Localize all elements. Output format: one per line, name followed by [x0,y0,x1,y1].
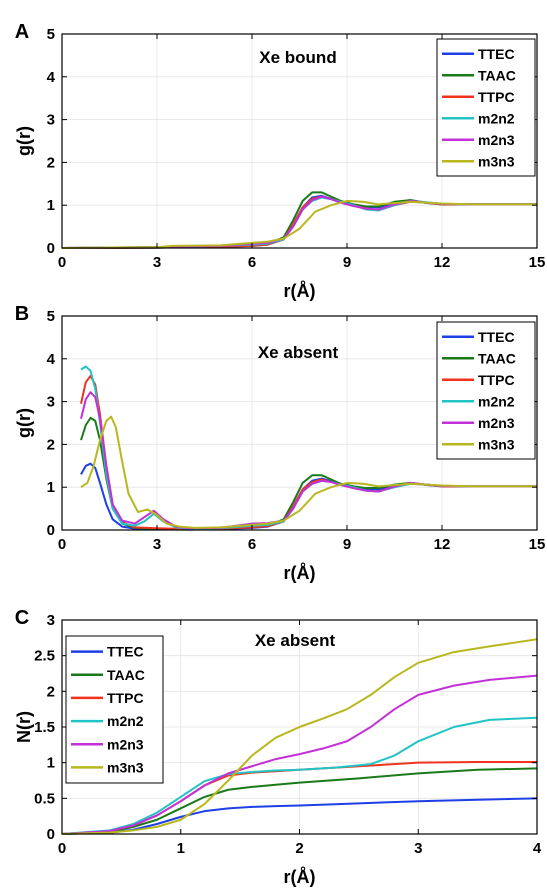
x-tick-label: 3 [153,536,161,553]
y-tick-label: 2 [47,683,55,700]
legend-label-ttpc: TTPC [107,690,144,706]
y-tick-label: 1.5 [34,719,55,736]
y-tick-label: 3 [47,612,55,629]
x-axis-label: r(Å) [284,867,316,887]
legend-label-ttpc: TTPC [478,89,515,105]
legend-label-m3n3: m3n3 [107,759,144,775]
x-tick-label: 0 [58,254,66,271]
legend-label-ttec: TTEC [478,329,515,345]
y-tick-label: 2 [47,154,55,171]
legend-box [436,321,536,460]
y-tick-label: 5 [47,308,55,325]
x-tick-label: 3 [414,840,422,857]
x-tick-label: 0 [58,840,66,857]
panel-label: B [15,303,29,325]
y-tick-label: 4 [47,351,56,368]
y-tick-label: 5 [47,26,55,43]
x-tick-label: 15 [529,254,546,271]
y-tick-label: 0.5 [34,790,55,807]
x-tick-label: 12 [434,254,451,271]
series-line-ttec [61,797,538,835]
chart-title: Xe absent [255,631,336,650]
panel-label: A [15,21,29,43]
series-line-m3n3 [80,415,537,529]
legend-label-m2n2: m2n2 [107,713,144,729]
y-tick-label: 2.5 [34,648,55,665]
y-tick-label: 0 [47,826,55,843]
y-tick-label: 0 [47,522,55,539]
y-axis-label: g(r) [14,408,34,438]
legend-label-ttec: TTEC [478,46,515,62]
y-axis-label: g(r) [14,126,34,156]
legend-label-m2n3: m2n3 [478,132,515,148]
legend-label-m2n3: m2n3 [107,736,144,752]
x-tick-label: 4 [533,840,542,857]
legend-box [65,635,164,784]
legend-label-m3n3: m3n3 [478,436,515,452]
x-tick-label: 9 [343,536,351,553]
x-axis-label: r(Å) [284,563,316,583]
y-tick-label: 1 [47,755,55,772]
legend-label-m2n2: m2n2 [478,110,515,126]
legend-label-m2n2: m2n2 [478,393,515,409]
series-line-m2n2 [61,716,538,835]
chart-title: Xe absent [258,343,339,362]
legend: TTEC TAAC TTPC m2n2 m2n3 m3n3 [65,635,164,784]
axes-frame [61,33,538,249]
y-tick-label: 1 [47,479,55,496]
panel-c: 0 1 2 3 4 0 0.5 1 1.5 2 2.5 3 r(Å) N(r) C Xe absent TTEC… [14,607,542,887]
y-tick-label: 2 [47,436,55,453]
x-tick-label: 2 [295,840,303,857]
chart-title: Xe bound [259,48,336,67]
x-tick-label: 3 [153,254,161,271]
series-line-taac [61,767,538,835]
legend-label-m3n3: m3n3 [478,153,515,169]
x-tick-label: 6 [248,254,256,271]
legend-label-taac: TAAC [478,67,516,83]
axes-frame [61,315,538,531]
y-tick-label: 3 [47,112,55,129]
legend: TTEC TAAC TTPC m2n2 m2n3 m3n3 [436,38,536,177]
legend-label-ttec: TTEC [107,644,144,660]
series-line-m3n3 [61,638,538,835]
series-line-m2n3 [61,674,538,835]
x-axis-label: r(Å) [284,281,316,301]
x-tick-label: 1 [177,840,185,857]
legend-label-ttpc: TTPC [478,372,515,388]
y-axis-label: N(r) [14,711,34,743]
legend-box [436,38,536,177]
x-tick-label: 6 [248,536,256,553]
x-tick-label: 0 [58,536,66,553]
series-line-m3n3 [61,199,537,249]
panel-label: C [15,607,29,629]
legend-label-taac: TAAC [107,667,145,683]
y-tick-label: 1 [47,197,55,214]
y-tick-label: 0 [47,240,55,257]
y-tick-label: 3 [47,394,55,411]
y-tick-label: 4 [47,69,56,86]
legend: TTEC TAAC TTPC m2n2 m2n3 m3n3 [436,321,536,460]
legend-label-taac: TAAC [478,350,516,366]
x-tick-label: 12 [434,536,451,553]
x-tick-label: 15 [529,536,546,553]
x-tick-label: 9 [343,254,351,271]
legend-label-m2n3: m2n3 [478,415,515,431]
